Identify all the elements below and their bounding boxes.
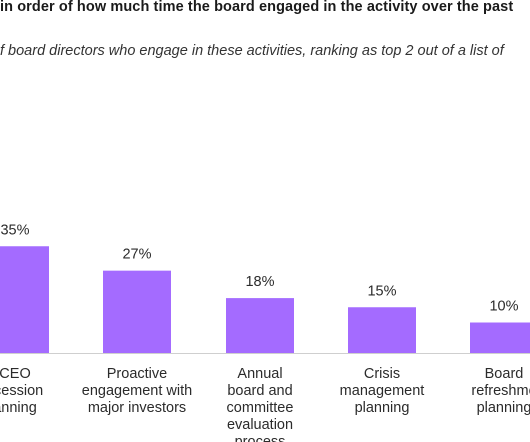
data-label-4: 15% xyxy=(367,283,396,299)
category-label-3-line-1: Annual xyxy=(237,366,282,382)
data-label-2: 27% xyxy=(122,247,151,263)
category-label-3-line-3: committee xyxy=(227,400,294,416)
category-label-1-line-2: ccession xyxy=(0,383,43,399)
category-label-5-line-2: refreshme xyxy=(471,383,530,399)
category-label-3-line-5: process xyxy=(235,434,286,442)
category-label-5-line-3: planning xyxy=(477,400,530,416)
category-label-4-line-1: Crisis xyxy=(364,366,400,382)
bar-5 xyxy=(470,322,530,353)
category-label-2-line-3: major investors xyxy=(88,400,186,416)
bar-1 xyxy=(0,246,49,353)
category-label-1-line-3: anning xyxy=(0,400,37,416)
chart-subtitle: f board directors who engage in these ac… xyxy=(0,43,504,59)
category-label-4-line-3: planning xyxy=(355,400,410,416)
chart-title: in order of how much time the board enga… xyxy=(0,0,514,15)
bar-4 xyxy=(348,307,416,353)
bar-3 xyxy=(226,298,294,353)
bar-2 xyxy=(103,270,171,353)
data-label-5: 10% xyxy=(489,299,518,315)
category-label-3-line-2: board and xyxy=(227,383,292,399)
category-label-4-line-2: management xyxy=(340,383,425,399)
category-label-2-line-1: Proactive xyxy=(107,366,167,382)
data-label-1: 35% xyxy=(0,222,29,238)
category-label-2-line-2: engagement with xyxy=(82,383,192,399)
category-label-3-line-4: evaluation xyxy=(227,417,293,433)
data-label-3: 18% xyxy=(245,274,274,290)
category-label-5-line-1: Board xyxy=(485,366,524,382)
category-label-1-line-1: CEO xyxy=(0,366,31,382)
